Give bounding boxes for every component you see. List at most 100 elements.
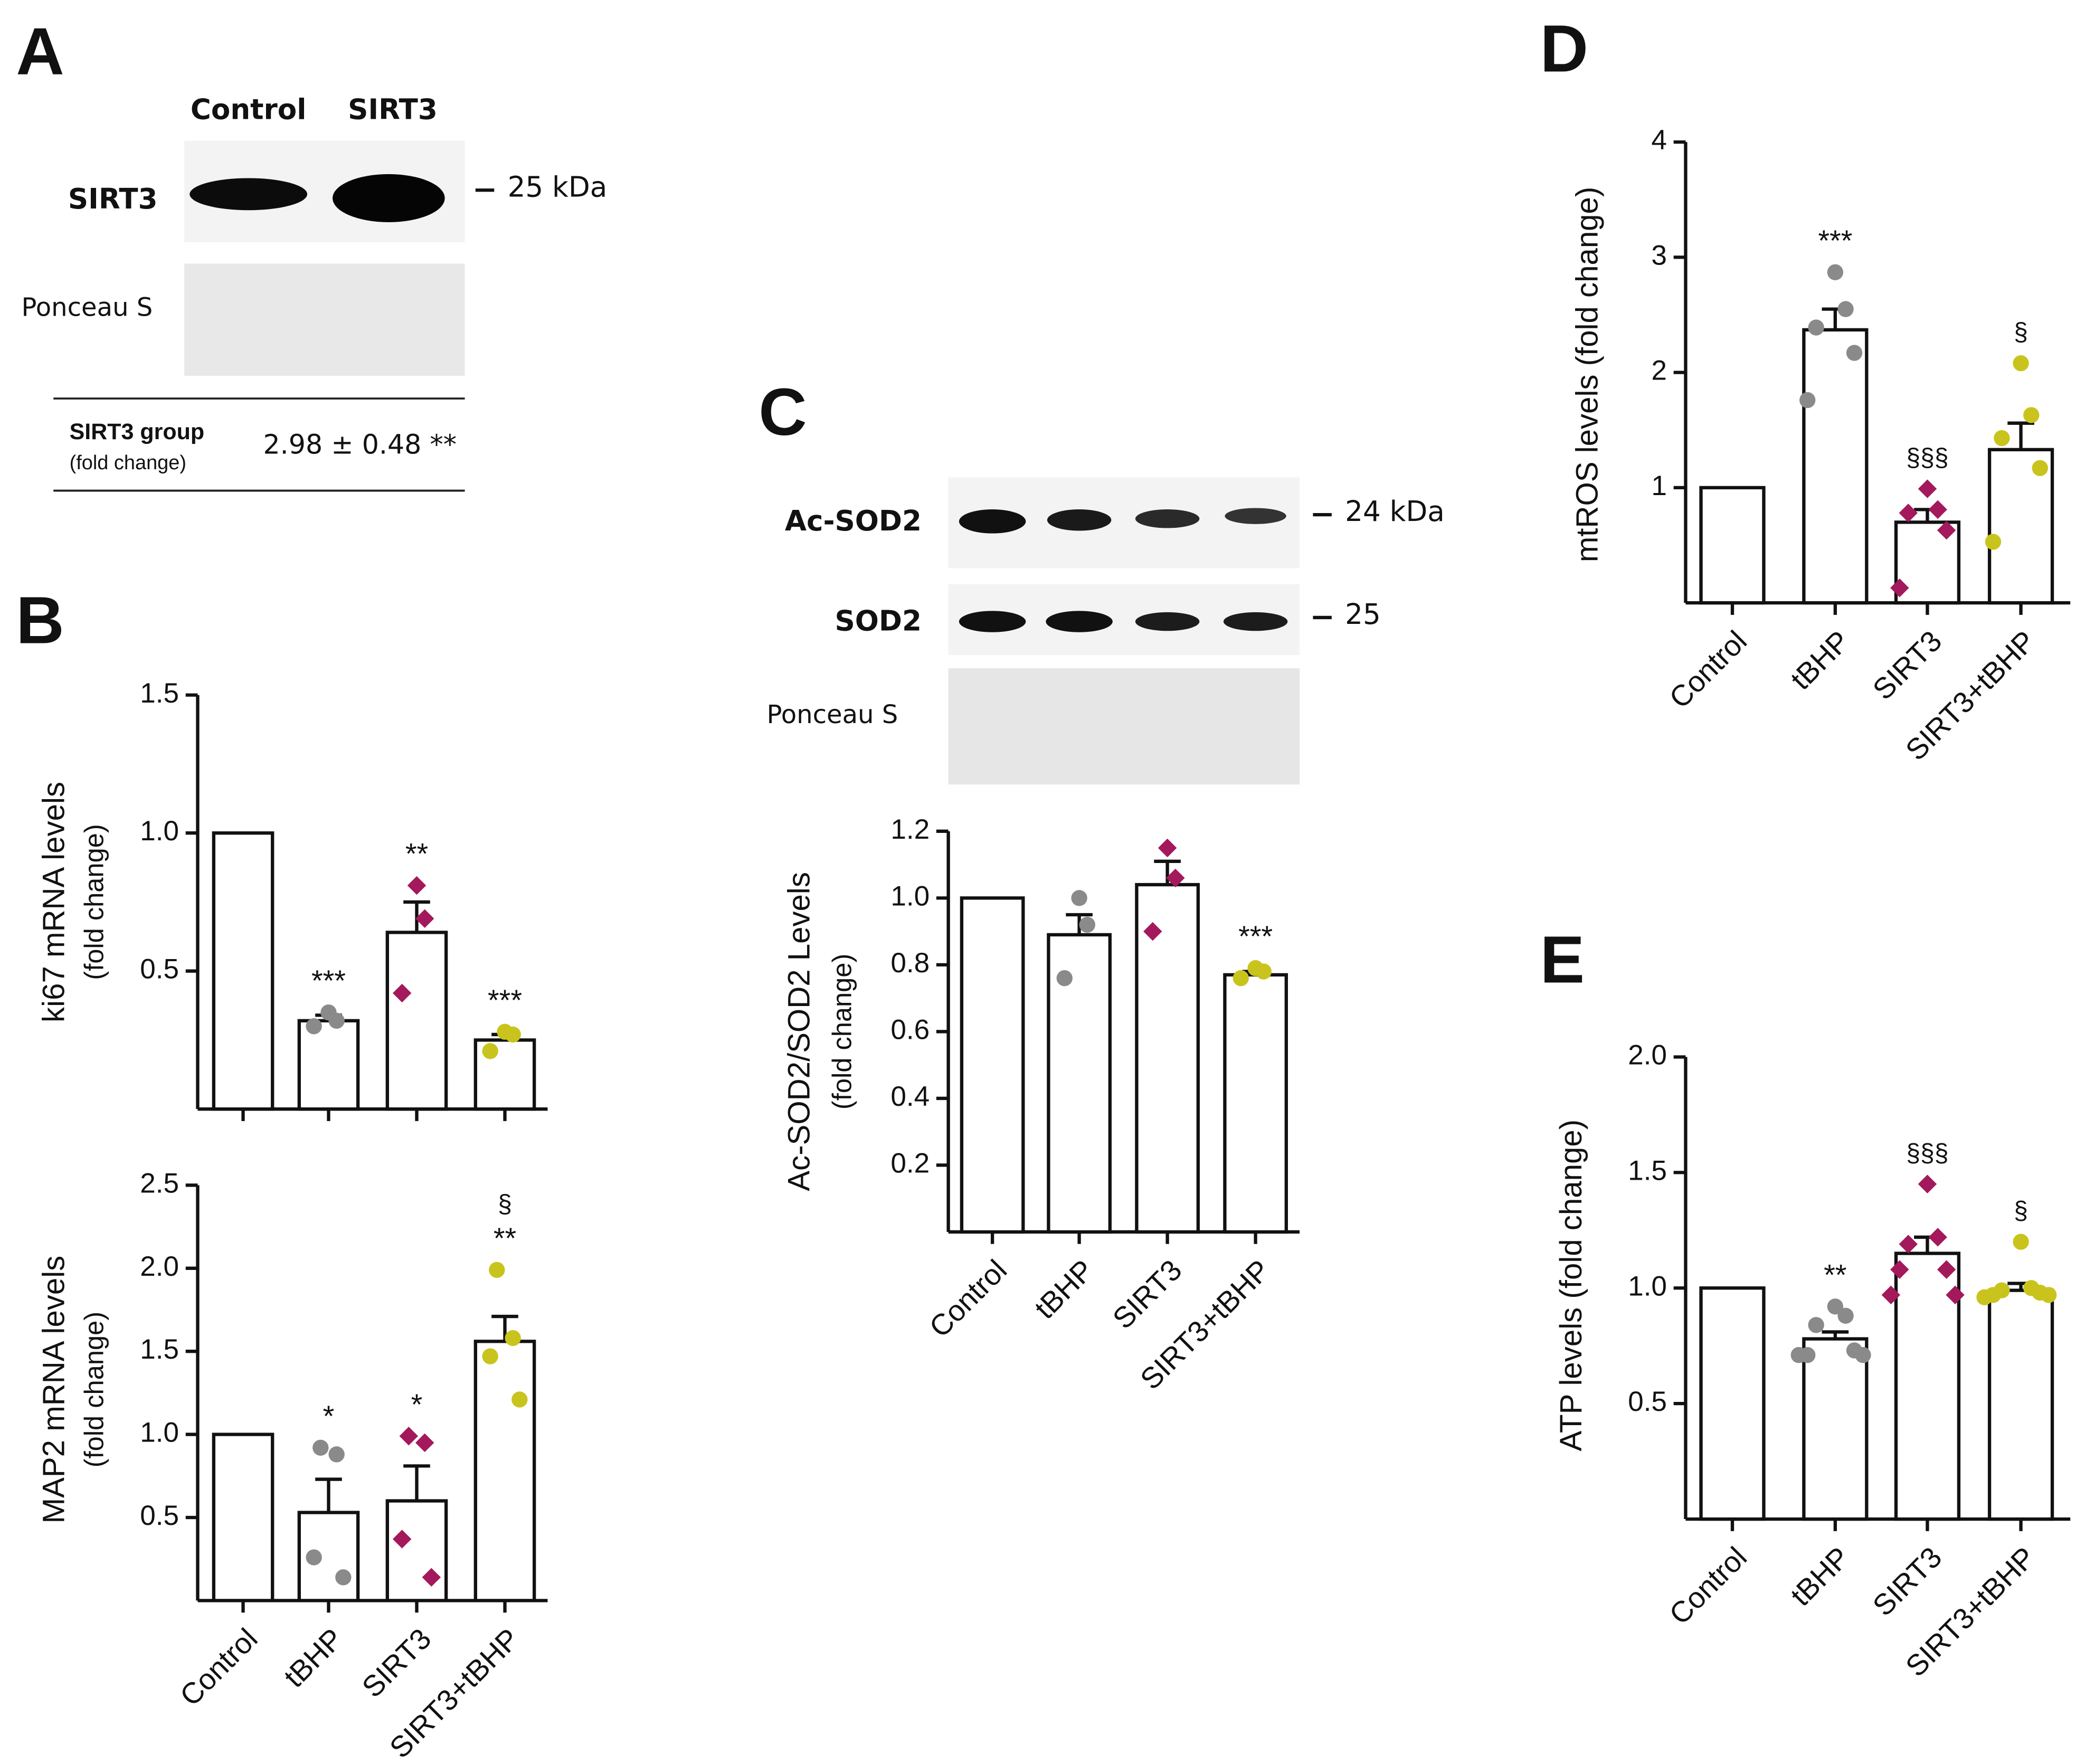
x-tick-label: Control — [1663, 1541, 1753, 1631]
y-axis-label: ki67 mRNA levels — [37, 782, 71, 1022]
data-point — [1994, 430, 2010, 447]
data-point — [392, 1530, 412, 1549]
significance-label: ** — [405, 838, 428, 870]
y-tick-label: 3 — [1651, 240, 1667, 271]
y-tick-label: 2.0 — [1628, 1040, 1667, 1071]
data-point — [511, 1391, 528, 1408]
band — [1046, 611, 1113, 632]
data-point — [422, 1568, 441, 1587]
data-point — [1890, 1260, 1909, 1279]
ponceau — [184, 263, 465, 376]
ponceau — [948, 668, 1300, 785]
y-tick-label: 2 — [1651, 355, 1667, 386]
band — [959, 611, 1026, 632]
x-tick-label: SIRT3 — [1866, 1541, 1948, 1623]
data-point — [415, 1433, 434, 1453]
data-point — [2040, 1287, 2057, 1303]
x-tick-label: SIRT3 — [1866, 624, 1948, 706]
bar — [385, 1499, 448, 1602]
blot-label: SIRT3 — [68, 183, 158, 215]
y-axis-label: mtROS levels (fold change) — [1570, 187, 1605, 562]
bar — [1223, 973, 1288, 1234]
data-point — [328, 1446, 345, 1463]
data-point — [1846, 345, 1863, 361]
data-point — [1056, 970, 1073, 987]
y-tick-label: 0.5 — [140, 1500, 179, 1531]
significance-label: *** — [488, 984, 522, 1017]
data-point — [1158, 838, 1177, 858]
data-point — [312, 1439, 329, 1456]
data-point — [2013, 1234, 2029, 1250]
data-point — [482, 1348, 498, 1364]
y-tick-label: 0.2 — [890, 1147, 930, 1179]
data-point — [482, 1043, 498, 1059]
significance-label: *** — [1818, 224, 1852, 257]
data-point — [1918, 479, 1937, 498]
data-point — [2013, 355, 2029, 372]
data-point — [1079, 916, 1095, 933]
data-point — [1827, 1298, 1843, 1315]
y-tick-label: 2.0 — [140, 1251, 179, 1282]
y-tick-label: 4 — [1651, 125, 1667, 156]
significance-label: § — [498, 1190, 512, 1218]
x-tick-label: tBHP — [1784, 624, 1856, 696]
data-point — [1985, 534, 2002, 550]
band — [1135, 612, 1200, 631]
data-point — [1799, 392, 1816, 409]
y-tick-label: 0.5 — [140, 954, 179, 985]
significance-label: § — [2014, 1197, 2028, 1225]
data-point — [328, 1012, 345, 1029]
data-point — [2032, 460, 2048, 476]
marker-label: 25 kDa — [508, 170, 608, 203]
data-point — [1928, 1228, 1947, 1247]
data-point — [1808, 319, 1824, 336]
significance-label: § — [2014, 318, 2028, 346]
data-point — [1808, 1317, 1824, 1333]
data-point — [392, 983, 412, 1003]
significance-label: * — [323, 1400, 335, 1433]
bar — [1802, 328, 1869, 605]
data-point — [1827, 264, 1843, 280]
y-axis-label: MAP2 mRNA levels — [37, 1256, 71, 1524]
x-tick-label: SIRT3 — [356, 1622, 438, 1704]
panel-letter: A — [16, 14, 64, 89]
data-point — [335, 1569, 352, 1586]
significance-label: §§§ — [1906, 443, 1948, 472]
data-point — [1837, 301, 1854, 317]
bar — [297, 1019, 360, 1111]
y-axis-label: (fold change) — [79, 1312, 109, 1467]
band — [1135, 509, 1200, 528]
bar — [1699, 486, 1766, 605]
significance-label: * — [411, 1388, 423, 1421]
band — [959, 509, 1026, 534]
data-point — [1881, 1285, 1901, 1305]
bar — [1987, 1288, 2054, 1521]
bar — [1699, 1286, 1766, 1521]
bar — [960, 896, 1025, 1234]
x-tick-label: tBHP — [1784, 1541, 1856, 1613]
y-tick-label: 0.8 — [890, 947, 930, 979]
lane-label: SIRT3 — [348, 93, 438, 126]
data-point — [1166, 868, 1185, 888]
x-tick-label: SIRT3 — [1106, 1254, 1188, 1335]
y-tick-label: 1.5 — [1628, 1155, 1667, 1186]
significance-label: §§§ — [1906, 1139, 1948, 1167]
bar — [1135, 883, 1200, 1234]
data-point — [1071, 890, 1087, 906]
x-tick-label: Control — [923, 1254, 1013, 1344]
marker-label: 24 kDa — [1345, 495, 1445, 528]
y-tick-label: 1.0 — [140, 1417, 179, 1448]
data-point — [1937, 520, 1956, 540]
significance-label: *** — [1238, 920, 1273, 953]
y-tick-label: 2.5 — [140, 1168, 179, 1199]
y-axis-label: ATP levels (fold change) — [1554, 1120, 1588, 1452]
band — [189, 178, 307, 211]
data-point — [1790, 1347, 1807, 1363]
band — [1047, 509, 1112, 531]
loading-label: Ponceau S — [21, 292, 153, 322]
data-point — [1855, 1347, 1871, 1363]
y-axis-label: Ac-SOD2/SOD2 Levels — [782, 872, 817, 1191]
x-tick-label: Control — [174, 1622, 264, 1712]
